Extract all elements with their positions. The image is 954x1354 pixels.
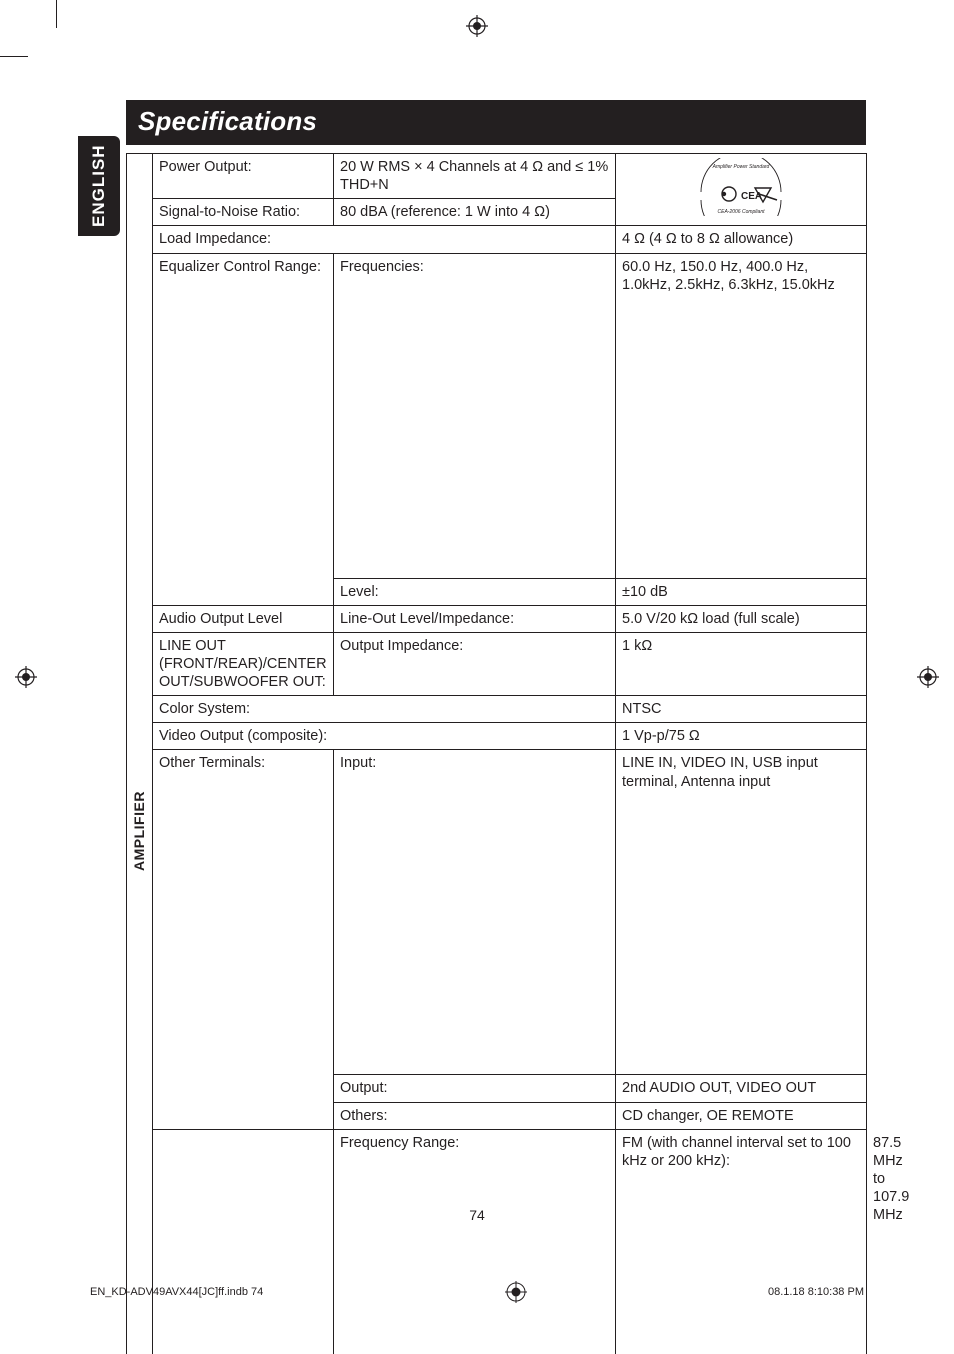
registration-mark-icon xyxy=(917,666,939,688)
cell: 2nd AUDIO OUT, VIDEO OUT xyxy=(616,1075,867,1102)
cell: NTSC xyxy=(616,696,867,723)
cell: ±10 dB xyxy=(616,578,867,605)
cell: Level: xyxy=(334,578,616,605)
cell: Power Output: xyxy=(153,154,334,199)
cell: CD changer, OE REMOTE xyxy=(616,1102,867,1129)
registration-mark-icon xyxy=(466,15,488,37)
specifications-table: AMPLIFIER Power Output: 20 W RMS × 4 Cha… xyxy=(126,153,867,1354)
cell: Output Impedance: xyxy=(334,632,616,695)
cell: LINE OUT (FRONT/REAR)/CENTER OUT/SUBWOOF… xyxy=(153,632,334,695)
section-head-tuner: FM/AM TUNER xyxy=(153,1129,334,1354)
crop-mark xyxy=(56,0,57,28)
cell: 60.0 Hz, 150.0 Hz, 400.0 Hz, 1.0kHz, 2.5… xyxy=(616,253,867,578)
cea-power-badge-icon: Amplifier Power Standard CEA-2006 Compli… xyxy=(697,158,785,221)
table-row: AMPLIFIER Power Output: 20 W RMS × 4 Cha… xyxy=(127,154,867,199)
footer-right: 08.1.18 8:10:38 PM xyxy=(768,1286,864,1298)
footer: EN_KD-ADV49AVX44[JC]ff.indb 74 08.1.18 8… xyxy=(90,1280,864,1304)
cell: Audio Output Level xyxy=(153,605,334,632)
table-row: Video Output (composite): 1 Vp-p/75 Ω xyxy=(127,723,867,750)
cell: Line-Out Level/Impedance: xyxy=(334,605,616,632)
cell: LINE IN, VIDEO IN, USB input terminal, A… xyxy=(616,750,867,1075)
content-area: Specifications AMPLIFIER Power Output: 2… xyxy=(126,100,866,1354)
crop-mark xyxy=(0,56,28,57)
cell: Others: xyxy=(334,1102,616,1129)
section-head-label: AMPLIFIER xyxy=(127,154,152,1354)
cell: 80 dBA (reference: 1 W into 4 Ω) xyxy=(334,199,616,226)
registration-mark-icon xyxy=(15,666,37,688)
section-head-amplifier: AMPLIFIER xyxy=(127,154,153,1354)
svg-text:CEA: CEA xyxy=(741,191,762,202)
cell: Frequency Range: xyxy=(334,1129,616,1354)
language-tab: ENGLISH xyxy=(78,136,120,236)
cell: Equalizer Control Range: xyxy=(153,253,334,605)
cell: Load Impedance: xyxy=(153,226,616,253)
cell: 5.0 V/20 kΩ load (full scale) xyxy=(616,605,867,632)
cell: Frequencies: xyxy=(334,253,616,578)
fold-mark-icon xyxy=(504,1280,528,1304)
page: ENGLISH Specifications AMPLIFIER Power O… xyxy=(0,0,954,1354)
table-row: Audio Output Level Line-Out Level/Impeda… xyxy=(127,605,867,632)
cell: Signal-to-Noise Ratio: xyxy=(153,199,334,226)
cell: 1 Vp-p/75 Ω xyxy=(616,723,867,750)
cell: Output: xyxy=(334,1075,616,1102)
footer-left: EN_KD-ADV49AVX44[JC]ff.indb 74 xyxy=(90,1286,263,1298)
cell: Color System: xyxy=(153,696,616,723)
section-head-label: FM/AM TUNER xyxy=(153,1130,333,1354)
cell: Input: xyxy=(334,750,616,1075)
cell: 4 Ω (4 Ω to 8 Ω allowance) xyxy=(616,226,867,253)
cea-badge-cell: Amplifier Power Standard CEA-2006 Compli… xyxy=(616,154,867,226)
page-number: 74 xyxy=(0,1207,954,1223)
svg-text:CEA-2006 Compliant: CEA-2006 Compliant xyxy=(718,209,766,215)
table-row: Equalizer Control Range: Frequencies: 60… xyxy=(127,253,867,578)
cell: Other Terminals: xyxy=(153,750,334,1129)
table-row: Other Terminals: Input: LINE IN, VIDEO I… xyxy=(127,750,867,1075)
table-row: Color System: NTSC xyxy=(127,696,867,723)
table-row: FM/AM TUNER Frequency Range: FM (with ch… xyxy=(127,1129,867,1354)
table-row: LINE OUT (FRONT/REAR)/CENTER OUT/SUBWOOF… xyxy=(127,632,867,695)
cell: FM (with channel interval set to 100 kHz… xyxy=(616,1129,867,1354)
svg-text:Amplifier Power Standard: Amplifier Power Standard xyxy=(712,164,770,170)
cell: 1 kΩ xyxy=(616,632,867,695)
table-row: Load Impedance: 4 Ω (4 Ω to 8 Ω allowanc… xyxy=(127,226,867,253)
section-title: Specifications xyxy=(126,100,866,145)
cell: Video Output (composite): xyxy=(153,723,616,750)
cell: 20 W RMS × 4 Channels at 4 Ω and ≤ 1% TH… xyxy=(334,154,616,199)
